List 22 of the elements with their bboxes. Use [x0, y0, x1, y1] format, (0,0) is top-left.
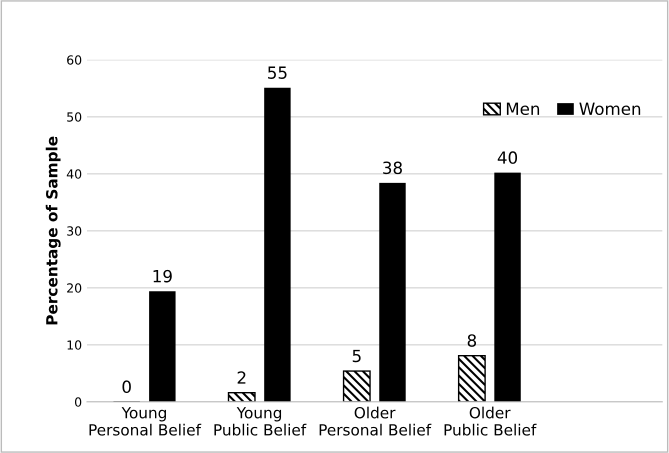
x-tick-label: Young Personal Belief [90, 407, 202, 436]
x-tick-label: Older Personal Belief [320, 406, 432, 436]
data-label: 38 [383, 162, 402, 174]
y-tick-label: 0 [74, 397, 82, 407]
data-label: 19 [154, 270, 172, 282]
x-tick-label: Older Public Belief [444, 406, 537, 436]
y-axis-title: Percentage of Sample [46, 136, 61, 324]
y-tick-label: 50 [67, 112, 82, 122]
data-label: 2 [238, 371, 246, 384]
data-label: 40 [498, 151, 518, 164]
y-tick-label: 20 [67, 283, 82, 293]
data-label: 5 [352, 350, 361, 362]
data-label: 0 [122, 380, 131, 394]
data-label: 8 [468, 334, 476, 347]
y-tick-label: 60 [67, 55, 82, 65]
y-tick-label: 30 [67, 226, 82, 236]
x-tick-label: Young Public Belief [214, 407, 306, 436]
data-label: 55 [268, 66, 287, 79]
legend-label: Women [579, 102, 640, 116]
legend-label: Men [506, 102, 540, 116]
y-tick-label: 10 [68, 340, 82, 350]
y-tick-label: 40 [66, 169, 82, 179]
